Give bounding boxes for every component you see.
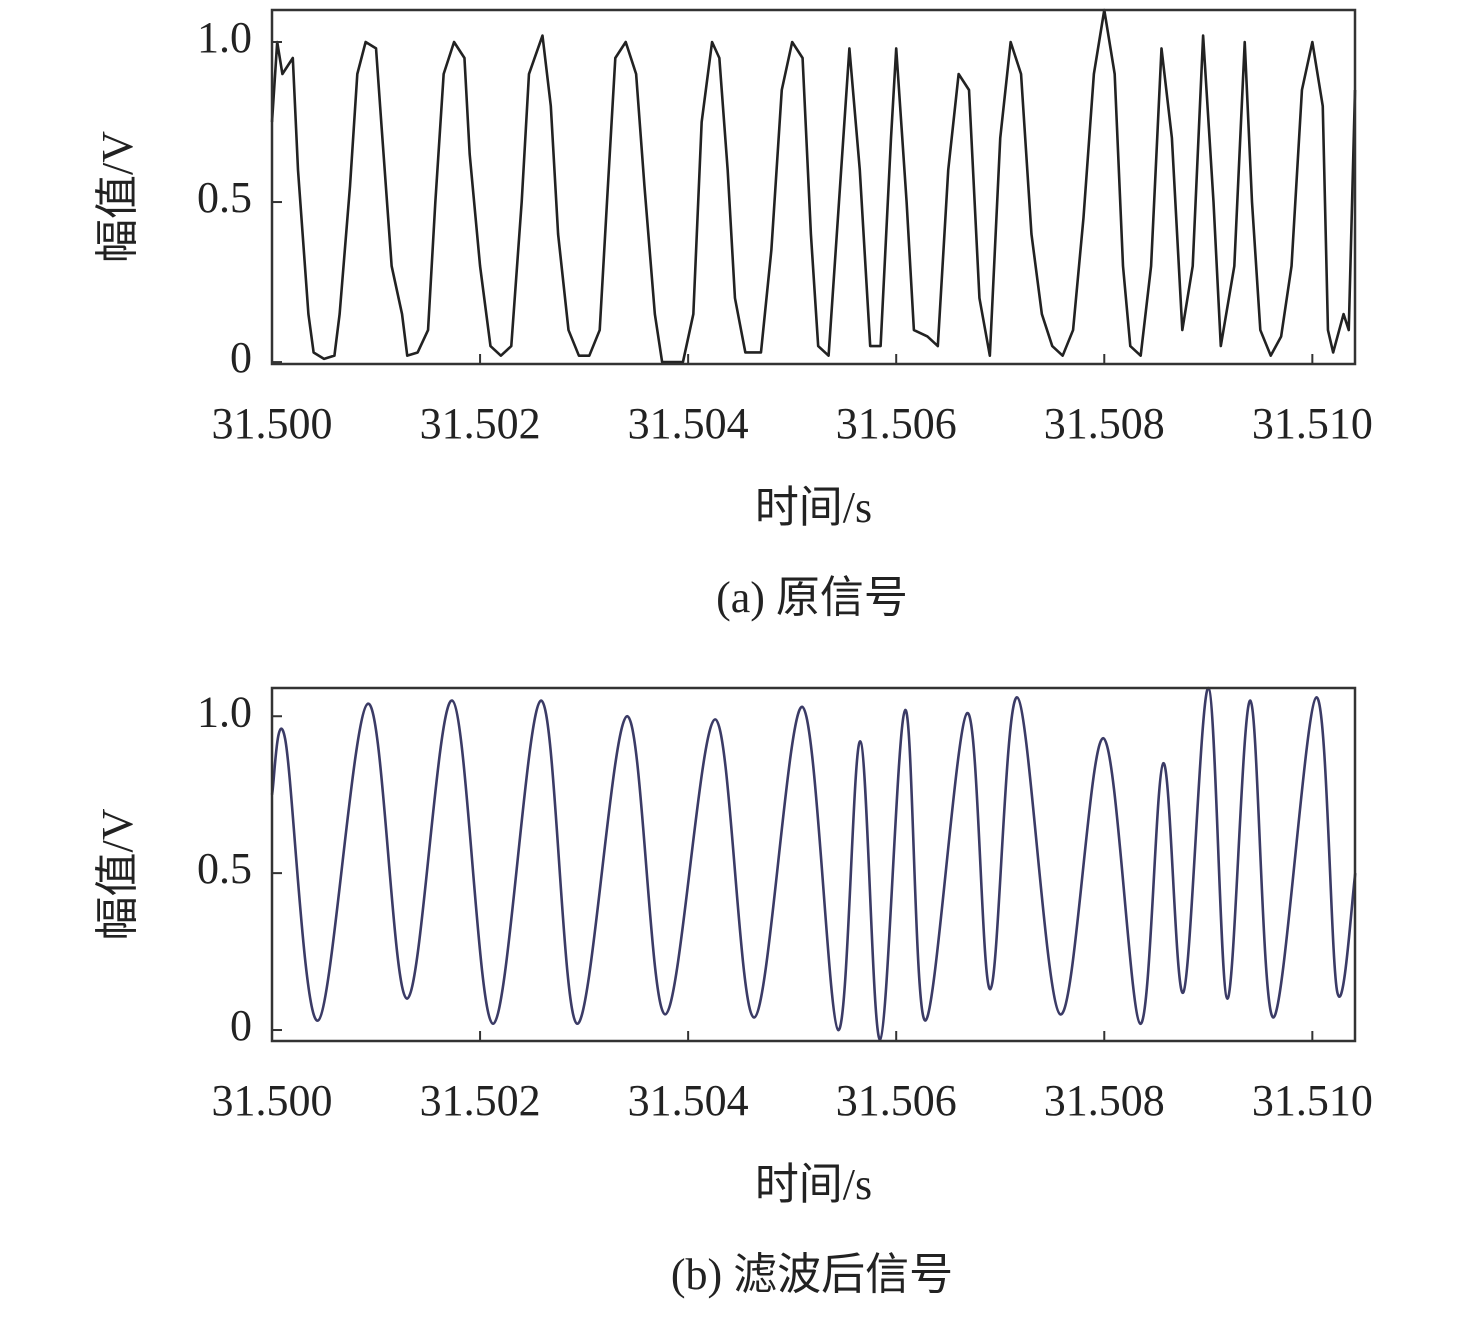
x-tick-label: 31.506 xyxy=(836,399,957,448)
caption: (a) 原信号 xyxy=(716,573,908,622)
y-tick-label: 0 xyxy=(230,333,252,382)
x-tick-label: 31.504 xyxy=(628,399,749,448)
x-tick-label: 31.506 xyxy=(836,1076,957,1125)
y-tick-label: 0 xyxy=(230,1001,252,1050)
x-tick-label: 31.502 xyxy=(420,399,541,448)
plot-frame xyxy=(270,8,1357,366)
x-axis-label: 时间/s xyxy=(755,1160,872,1209)
y-axis-label: 幅值/V xyxy=(93,808,142,940)
x-tick-label: 31.504 xyxy=(628,1076,749,1125)
x-tick-label: 31.508 xyxy=(1044,399,1165,448)
x-tick-label: 31.500 xyxy=(212,399,333,448)
signal-line xyxy=(270,8,1357,364)
caption: (b) 滤波后信号 xyxy=(671,1250,953,1299)
x-tick-label: 31.510 xyxy=(1252,399,1373,448)
y-tick-label: 1.0 xyxy=(197,13,252,62)
x-tick-label: 31.502 xyxy=(420,1076,541,1125)
x-tick-label: 31.500 xyxy=(212,1076,333,1125)
y-axis-label: 幅值/V xyxy=(93,131,142,263)
x-axis-label: 时间/s xyxy=(755,483,872,532)
y-tick-label: 1.0 xyxy=(197,687,252,736)
y-tick-label: 0.5 xyxy=(197,844,252,893)
signal-line xyxy=(270,686,1357,1041)
y-tick-label: 0.5 xyxy=(197,173,252,222)
x-tick-label: 31.510 xyxy=(1252,1076,1373,1125)
x-tick-label: 31.508 xyxy=(1044,1076,1165,1125)
plot-frame xyxy=(270,686,1357,1043)
